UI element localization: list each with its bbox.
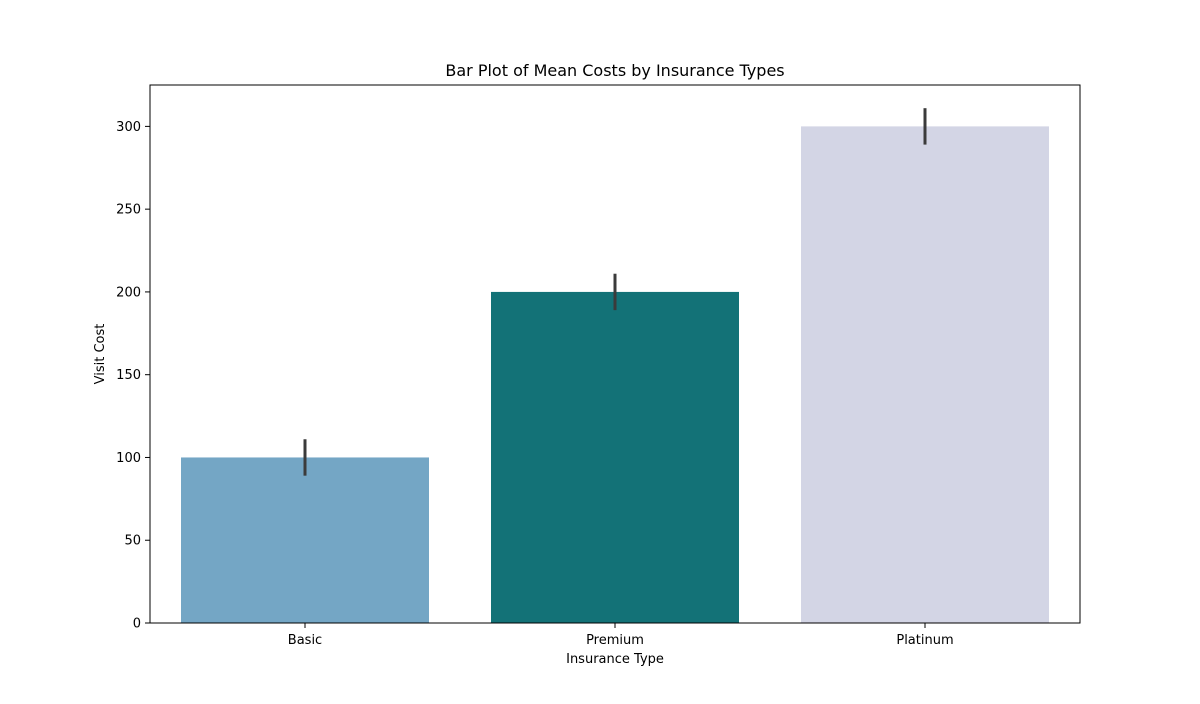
x-axis: Basic Premium Platinum	[288, 623, 954, 648]
y-tick-label: 300	[116, 120, 141, 135]
y-axis: 0 50 100 150 200 250 300	[116, 120, 150, 632]
y-tick-label: 0	[133, 617, 141, 632]
bar-premium	[491, 291, 739, 623]
y-tick-label: 50	[124, 534, 141, 549]
x-tick-label: Premium	[586, 633, 644, 648]
y-axis-label: Visit Cost	[93, 324, 108, 385]
y-tick-label: 200	[116, 285, 141, 300]
x-tick-label: Platinum	[896, 633, 953, 648]
chart-title: Bar Plot of Mean Costs by Insurance Type…	[445, 61, 784, 80]
bar-platinum	[801, 126, 1049, 623]
errorbars-layer	[303, 108, 927, 476]
x-tick-label: Basic	[288, 633, 322, 648]
bar-basic	[181, 457, 429, 623]
x-axis-label: Insurance Type	[566, 652, 664, 667]
y-tick-label: 250	[116, 203, 141, 218]
y-tick-label: 100	[116, 451, 141, 466]
bars-layer	[181, 126, 1049, 623]
y-tick-label: 150	[116, 368, 141, 383]
